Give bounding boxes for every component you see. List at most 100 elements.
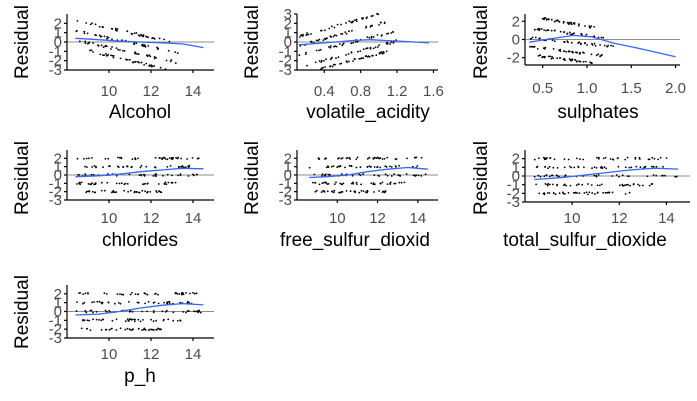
data-point — [574, 58, 576, 61]
data-point — [597, 53, 600, 56]
data-point — [105, 293, 108, 295]
x-tick-label: 10 — [101, 83, 118, 100]
data-point — [305, 51, 307, 54]
data-point — [383, 52, 385, 54]
data-point — [127, 301, 130, 303]
data-point — [543, 17, 545, 20]
y-tick-label: -1 — [49, 175, 62, 192]
data-point — [562, 20, 565, 23]
y-tick-label: 1 — [54, 159, 62, 176]
data-point — [359, 174, 362, 177]
data-point — [337, 56, 340, 59]
data-point — [347, 53, 350, 55]
data-point — [330, 165, 333, 168]
y-tick-label: 0 — [512, 32, 520, 49]
panel-6: 210-1-2-310 12 14total_sulfur_dioxideResid… — [471, 141, 690, 251]
data-point — [185, 311, 187, 314]
data-point — [533, 158, 536, 161]
data-point — [587, 183, 589, 185]
data-point — [164, 311, 167, 313]
y-tick-label: 1 — [54, 295, 62, 312]
data-point — [166, 158, 169, 161]
data-point — [322, 190, 324, 192]
data-point — [350, 42, 353, 45]
data-point — [100, 44, 103, 47]
data-point — [104, 309, 107, 312]
data-point — [89, 23, 92, 26]
data-point — [587, 193, 589, 196]
data-point — [80, 327, 83, 330]
data-point — [549, 157, 551, 160]
data-point — [575, 157, 578, 160]
data-point — [415, 174, 418, 177]
data-point — [152, 175, 155, 177]
data-point — [395, 158, 398, 160]
data-point — [108, 328, 111, 331]
data-point — [326, 183, 329, 186]
data-point — [114, 191, 116, 194]
data-point — [146, 293, 149, 296]
panel-5: 210-1-2-310 12 14free_sulfur_dioxidResidua… — [242, 141, 438, 251]
y-tick-label: -1 — [49, 43, 62, 60]
data-point — [139, 166, 142, 169]
data-point — [124, 320, 127, 323]
data-point — [131, 310, 134, 313]
data-point — [543, 48, 546, 50]
data-point — [529, 45, 531, 48]
data-point — [548, 175, 551, 178]
data-point — [84, 292, 87, 295]
x-tick-label: 14 — [658, 210, 675, 227]
data-point — [652, 174, 655, 176]
data-point — [119, 302, 122, 305]
data-point — [320, 29, 322, 32]
data-point — [104, 44, 107, 47]
smooth-trend-line — [529, 34, 676, 58]
data-point — [170, 59, 173, 61]
x-tick-label: 12 — [611, 210, 628, 227]
data-point — [126, 59, 129, 61]
data-point — [605, 167, 608, 170]
data-point — [322, 39, 325, 41]
data-point — [600, 183, 603, 186]
data-point — [563, 50, 565, 52]
data-point — [538, 157, 540, 160]
data-point — [127, 190, 129, 193]
data-point — [333, 34, 336, 37]
data-point — [170, 157, 173, 160]
data-point — [537, 174, 540, 177]
smooth-trend-line — [75, 37, 204, 49]
x-tick-label: 1.5 — [621, 80, 642, 97]
data-point — [339, 43, 341, 45]
data-point — [154, 156, 157, 159]
data-point — [665, 157, 668, 159]
data-point — [568, 58, 571, 60]
data-point — [551, 39, 554, 42]
data-point — [384, 173, 387, 176]
data-point — [155, 175, 158, 177]
data-point — [174, 51, 177, 53]
data-point — [563, 41, 566, 43]
data-point — [545, 174, 547, 177]
data-point — [611, 175, 614, 177]
data-point — [310, 33, 312, 35]
data-point — [639, 158, 641, 160]
x-tick-label: 14 — [185, 210, 202, 227]
data-point — [91, 166, 94, 168]
data-point — [372, 183, 375, 186]
data-point — [393, 182, 396, 185]
data-point — [346, 61, 348, 63]
data-point — [93, 301, 95, 303]
data-point — [180, 165, 183, 168]
data-point — [373, 174, 376, 177]
data-point — [540, 28, 543, 30]
data-point — [107, 36, 110, 39]
data-point — [550, 29, 553, 32]
data-point — [91, 157, 93, 159]
data-point — [90, 49, 93, 51]
y-tick-label: -2 — [279, 184, 292, 201]
data-point — [570, 166, 573, 169]
data-point — [365, 47, 368, 50]
data-point — [98, 25, 101, 28]
data-point — [576, 51, 578, 54]
